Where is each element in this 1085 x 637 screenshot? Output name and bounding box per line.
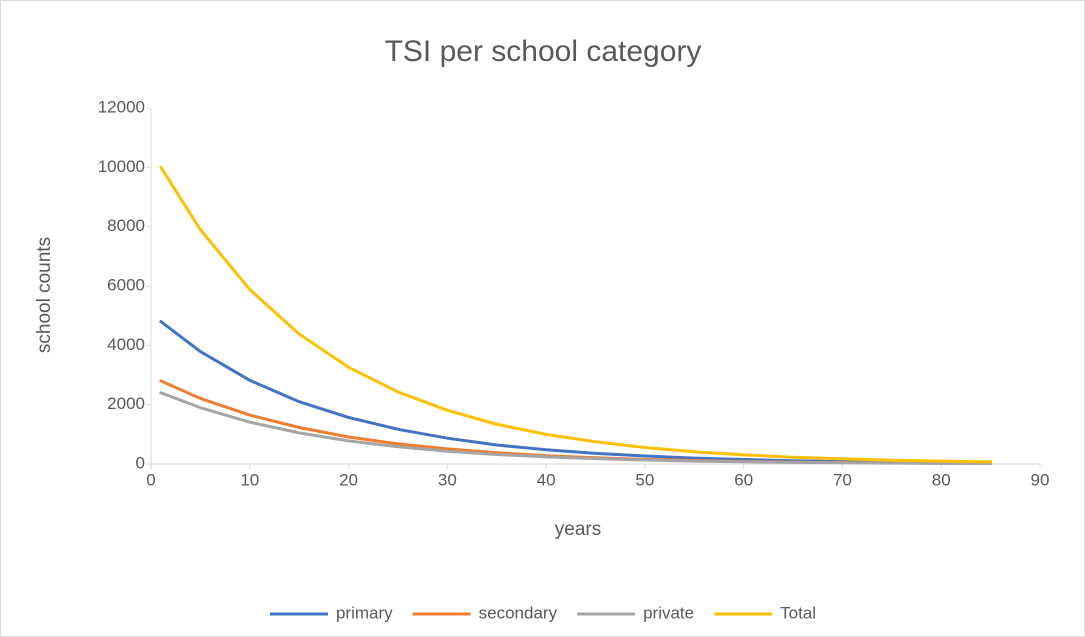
chart-title: TSI per school category [385, 35, 702, 68]
x-tick-label: 90 [1031, 470, 1050, 489]
x-tick-label: 40 [537, 470, 556, 489]
x-tick-label: 80 [932, 470, 951, 489]
x-tick-label: 50 [635, 470, 654, 489]
legend-label: primary [336, 603, 393, 622]
y-tick-label: 10000 [98, 157, 145, 176]
x-axis-title: years [555, 519, 601, 540]
legend-label: Total [780, 603, 816, 622]
x-tick-label: 0 [146, 470, 155, 489]
x-tick-label: 20 [339, 470, 358, 489]
y-tick-label: 4000 [107, 335, 145, 354]
y-tick-label: 12000 [98, 97, 145, 116]
x-tick-label: 10 [240, 470, 259, 489]
y-tick-label: 8000 [107, 216, 145, 235]
legend-label: private [643, 603, 694, 622]
y-tick-label: 0 [136, 453, 145, 472]
x-tick-label: 70 [833, 470, 852, 489]
series-line [159, 165, 993, 464]
y-tick-label: 6000 [107, 275, 145, 294]
x-tick-label: 60 [734, 470, 753, 489]
y-tick-label: 2000 [107, 394, 145, 413]
legend-label: secondary [479, 603, 558, 622]
series-line [159, 391, 993, 465]
x-tick-label: 30 [438, 470, 457, 489]
y-axis-title: school counts [34, 237, 55, 353]
